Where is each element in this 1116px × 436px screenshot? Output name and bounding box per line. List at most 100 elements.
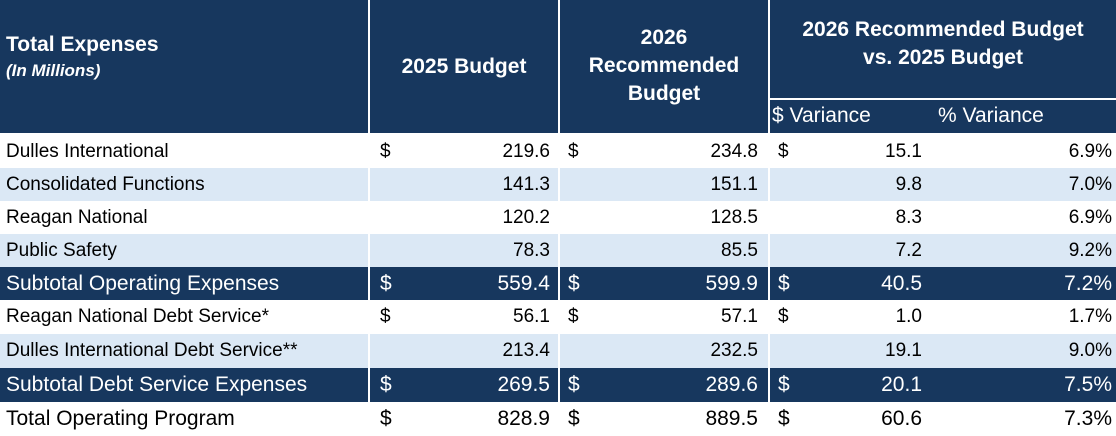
- currency-symbol: [380, 334, 410, 368]
- dollar-variance-value: 7.2: [895, 239, 922, 261]
- budget-2025-value: 559.4: [497, 271, 550, 295]
- column-divider: [768, 234, 770, 267]
- currency-symbol: $: [778, 140, 789, 162]
- header-divider: [768, 98, 1116, 100]
- currency-symbol: [568, 168, 598, 201]
- header-variance-line1: 2026 Recommended Budget: [802, 18, 1084, 41]
- currency-symbol: $: [380, 140, 391, 162]
- column-divider: [368, 267, 370, 300]
- table-row: Public Safety 78.3 85.5 7.2 9.2%: [0, 234, 1116, 267]
- column-divider: [558, 368, 560, 402]
- pct-variance-value: 9.0%: [1068, 340, 1112, 361]
- column-divider: [558, 334, 560, 368]
- row-label: Reagan National Debt Service*: [6, 306, 269, 327]
- subtotal-row: Subtotal Debt Service Expenses $ 269.5 $…: [0, 368, 1116, 402]
- currency-symbol: [380, 201, 410, 234]
- column-divider: [768, 368, 770, 402]
- budget-2026-value: 151.1: [710, 173, 758, 195]
- column-divider: [768, 168, 770, 201]
- budget-2025-value: 141.3: [502, 173, 550, 195]
- header-2026-line3: Budget: [627, 82, 701, 105]
- pct-variance-value: 7.5%: [1064, 373, 1112, 396]
- currency-symbol: [778, 168, 808, 201]
- pct-variance-value: 1.7%: [1068, 306, 1112, 327]
- table-row: Dulles International Debt Service** 213.…: [0, 334, 1116, 368]
- column-divider: [768, 267, 770, 300]
- table-header: Total Expenses (In Millions) 2025 Budget…: [0, 0, 1116, 133]
- header-variance-group: 2026 Recommended Budget vs. 2025 Budget: [770, 12, 1116, 76]
- budget-2025-value: 213.4: [502, 340, 550, 361]
- pct-variance-value: 7.0%: [1068, 173, 1112, 195]
- pct-variance-value: 7.3%: [1064, 407, 1112, 430]
- currency-symbol: $: [568, 373, 580, 396]
- pct-variance-value: 6.9%: [1068, 140, 1112, 162]
- dollar-variance-value: 15.1: [885, 140, 922, 162]
- currency-symbol: $: [778, 271, 790, 295]
- row-label: Reagan National: [6, 206, 148, 228]
- row-label: Dulles International Debt Service**: [6, 340, 298, 361]
- currency-symbol: [778, 234, 808, 267]
- budget-2025-value: 219.6: [502, 140, 550, 162]
- dollar-variance-value: 8.3: [895, 206, 922, 228]
- currency-symbol: $: [568, 306, 579, 327]
- currency-symbol: $: [380, 407, 392, 430]
- currency-symbol: $: [568, 140, 579, 162]
- header-variance-line2: vs. 2025 Budget: [863, 46, 1023, 69]
- currency-symbol: [778, 201, 808, 234]
- budget-2025-value: 828.9: [497, 407, 550, 430]
- column-divider: [368, 168, 370, 201]
- dollar-variance-value: 19.1: [885, 340, 922, 361]
- currency-symbol: $: [380, 373, 392, 396]
- currency-symbol: [568, 334, 598, 368]
- header-dollar-variance: $ Variance: [772, 104, 871, 127]
- column-divider: [368, 368, 370, 402]
- row-label: Subtotal Debt Service Expenses: [6, 373, 308, 396]
- table-row: Reagan National Debt Service* $ 56.1 $ 5…: [0, 300, 1116, 334]
- pct-variance-value: 6.9%: [1068, 206, 1112, 228]
- total-row: Total Operating Program $ 828.9 $ 889.5 …: [0, 402, 1116, 436]
- column-divider: [558, 234, 560, 267]
- row-label: Total Operating Program: [6, 407, 235, 430]
- pct-variance-value: 7.2%: [1064, 271, 1112, 295]
- budget-2026-value: 232.5: [710, 340, 758, 361]
- budget-2026-value: 599.9: [705, 271, 758, 295]
- currency-symbol: $: [778, 373, 790, 396]
- currency-symbol: [778, 334, 808, 368]
- currency-symbol: $: [568, 271, 580, 295]
- currency-symbol: [380, 168, 410, 201]
- column-divider: [768, 334, 770, 368]
- row-label: Dulles International: [6, 140, 169, 162]
- currency-symbol: $: [778, 306, 789, 327]
- budget-2026-value: 889.5: [705, 407, 758, 430]
- currency-symbol: [380, 234, 410, 267]
- header-divider: [558, 0, 560, 133]
- row-label: Consolidated Functions: [6, 173, 205, 195]
- column-divider: [368, 334, 370, 368]
- budget-2026-value: 289.6: [705, 373, 758, 396]
- budget-2026-value: 57.1: [721, 306, 758, 327]
- budget-2026-value: 85.5: [721, 239, 758, 261]
- dollar-variance-value: 40.5: [881, 271, 922, 295]
- currency-symbol: [568, 234, 598, 267]
- header-subtitle: (In Millions): [6, 61, 101, 80]
- dollar-variance-value: 20.1: [881, 373, 922, 396]
- budget-2025-value: 269.5: [497, 373, 550, 396]
- header-2026-budget: 2026 Recommended Budget: [560, 12, 768, 120]
- budget-2026-value: 234.8: [710, 140, 758, 162]
- column-divider: [558, 267, 560, 300]
- column-divider: [368, 234, 370, 267]
- dollar-variance-value: 9.8: [895, 173, 922, 195]
- dollar-variance-value: 60.6: [881, 407, 922, 430]
- header-2026-line2: Recommended: [588, 54, 740, 77]
- currency-symbol: $: [568, 407, 580, 430]
- budget-2025-value: 120.2: [502, 206, 550, 228]
- currency-symbol: $: [380, 271, 392, 295]
- row-label: Public Safety: [6, 239, 117, 261]
- budget-2025-value: 78.3: [513, 239, 550, 261]
- header-total-expenses: Total Expenses (In Millions): [6, 30, 366, 102]
- currency-symbol: $: [380, 306, 391, 327]
- budget-2025-value: 56.1: [513, 306, 550, 327]
- table-row: Reagan National 120.2 128.5 8.3 6.9%: [0, 201, 1116, 234]
- header-2026-line1: 2026: [640, 26, 688, 49]
